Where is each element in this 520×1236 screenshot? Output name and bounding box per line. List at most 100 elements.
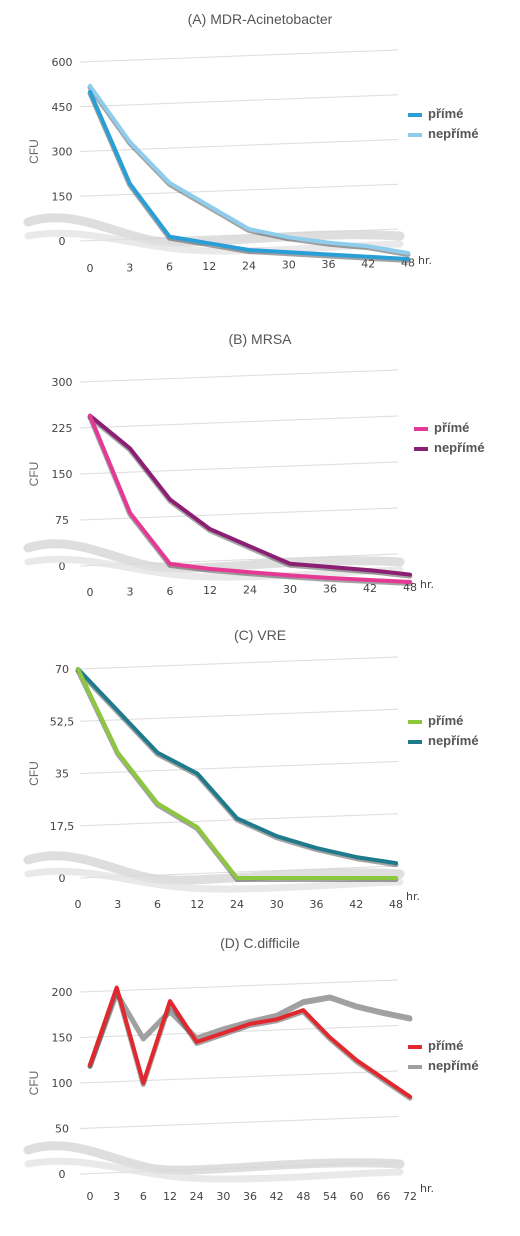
x-tick-label: 3 <box>126 261 133 274</box>
data-point <box>327 253 330 256</box>
data-point <box>141 1081 145 1085</box>
data-point <box>168 181 171 185</box>
data-point <box>275 834 279 838</box>
shadow-band <box>23 539 405 573</box>
data-point <box>408 573 412 577</box>
x-tick-label: 42 <box>361 257 375 270</box>
data-point <box>248 1022 252 1026</box>
data-point <box>247 227 251 231</box>
data-point <box>195 772 199 775</box>
data-point <box>315 846 318 850</box>
y-tick-label: 75 <box>55 514 69 527</box>
data-point <box>76 667 80 671</box>
data-point <box>381 1076 385 1080</box>
y-tick-label: 450 <box>52 101 73 114</box>
data-point <box>355 1058 359 1062</box>
x-tick-label: 6 <box>140 1190 147 1203</box>
x-tick-label: 24 <box>190 1190 204 1203</box>
x-tick-label: 36 <box>310 898 324 911</box>
gridline <box>79 656 399 670</box>
data-point <box>168 235 171 239</box>
x-tick-label: 12 <box>190 898 204 911</box>
data-point <box>354 876 358 880</box>
data-point <box>221 1031 225 1035</box>
gridline <box>79 1070 399 1084</box>
gridline <box>79 979 399 993</box>
gridline <box>79 49 399 63</box>
data-point <box>221 1026 225 1030</box>
x-unit-label: hr. <box>418 254 432 267</box>
legend-swatch <box>408 133 422 137</box>
data-point <box>355 1004 359 1008</box>
gridline <box>79 461 399 475</box>
legend-swatch <box>408 1065 422 1069</box>
data-point <box>156 801 159 805</box>
data-point <box>168 999 172 1003</box>
data-point <box>88 1063 92 1067</box>
data-point <box>327 241 330 245</box>
data-point <box>88 84 92 88</box>
x-tick-label: 0 <box>87 1190 94 1203</box>
data-point <box>248 544 252 548</box>
data-point <box>275 876 279 880</box>
shadow-band <box>23 213 405 247</box>
data-point <box>275 1013 279 1017</box>
x-tick-label: 24 <box>242 259 256 272</box>
x-tick-label: 36 <box>322 258 336 271</box>
data-point <box>408 580 412 584</box>
data-point <box>287 250 291 254</box>
y-tick-label: 225 <box>52 422 73 435</box>
legend-label: přímé <box>428 713 463 728</box>
data-point <box>156 751 159 755</box>
y-tick-label: 0 <box>59 235 66 248</box>
data-point <box>354 855 358 859</box>
data-point <box>116 709 120 713</box>
x-unit-label: hr. <box>420 578 434 591</box>
data-point <box>168 562 172 566</box>
y-axis-label: CFU <box>27 761 41 786</box>
x-tick-label: 30 <box>282 259 296 272</box>
shadow-band <box>23 1141 405 1175</box>
x-tick-label: 12 <box>163 1190 177 1203</box>
data-point <box>128 446 132 450</box>
y-tick-label: 17,5 <box>50 820 75 833</box>
legend-label: přímé <box>434 420 469 435</box>
gridline <box>79 94 399 108</box>
data-point <box>208 527 212 531</box>
x-tick-label: 3 <box>127 585 134 598</box>
x-unit-label: hr. <box>420 1182 434 1195</box>
data-point <box>208 567 212 571</box>
data-point <box>288 562 292 566</box>
legend-label: přímé <box>428 1038 463 1053</box>
gridline <box>79 139 399 152</box>
x-tick-label: 6 <box>167 585 174 598</box>
data-point <box>288 573 292 577</box>
x-tick-label: 0 <box>87 586 94 599</box>
x-tick-label: 42 <box>363 582 377 595</box>
series-line-1 <box>88 413 412 577</box>
data-point <box>406 257 410 261</box>
y-tick-label: 52,5 <box>50 715 75 728</box>
data-point <box>128 182 132 186</box>
data-point <box>207 241 211 245</box>
x-tick-label: 48 <box>389 898 403 911</box>
x-tick-label: 0 <box>75 898 82 911</box>
legend-label: nepřímé <box>434 440 485 455</box>
x-tick-label: 24 <box>230 898 244 911</box>
x-tick-label: 30 <box>270 898 284 911</box>
chart-title: (B) MRSA <box>229 331 293 347</box>
legend-swatch <box>414 427 428 431</box>
shadow-band <box>24 229 404 255</box>
data-point <box>408 1095 412 1099</box>
data-point <box>116 751 120 755</box>
series-line-shadow <box>87 414 413 579</box>
data-point <box>328 1036 332 1039</box>
legend-swatch <box>408 1045 422 1049</box>
y-tick-label: 150 <box>52 190 73 203</box>
chart-title: (D) C.difficile <box>220 935 300 951</box>
x-tick-label: 30 <box>216 1190 230 1203</box>
y-axis-label: CFU <box>27 1071 41 1096</box>
y-tick-label: 150 <box>52 468 73 481</box>
data-point <box>368 578 372 582</box>
